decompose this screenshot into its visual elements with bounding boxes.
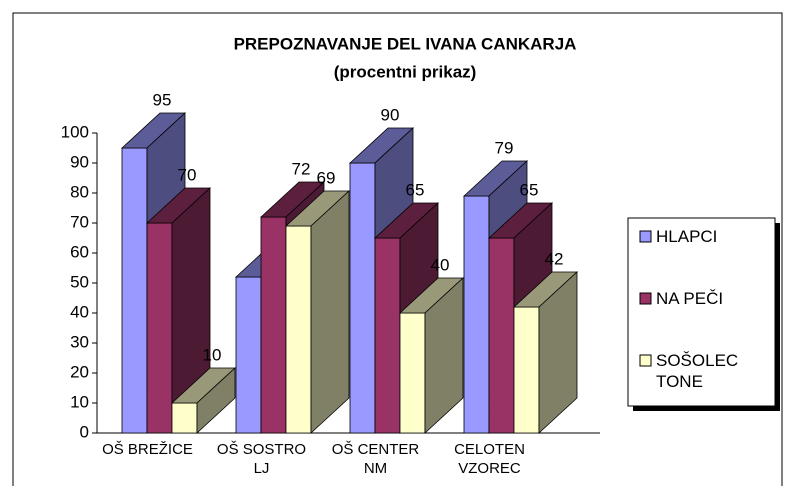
bar-front (235, 276, 262, 434)
bar (398, 277, 465, 434)
bar-front (374, 237, 401, 434)
bar-front (488, 237, 515, 434)
y-tick-label: 10 (70, 392, 89, 411)
chart-subtitle: (procentni prikaz) (334, 62, 477, 81)
data-label: 69 (317, 168, 336, 187)
data-label: 65 (406, 180, 425, 199)
y-tick-label: 60 (70, 242, 89, 261)
bar-front (121, 147, 148, 434)
y-tick-label: 80 (70, 182, 89, 201)
x-tick-label: OŠ BREŽICE (102, 441, 193, 458)
legend-label: NA PEČI (656, 289, 724, 308)
y-tick-label: 70 (70, 212, 89, 231)
bar (284, 190, 351, 434)
y-tick-label: 90 (70, 152, 89, 171)
bar-front (146, 222, 173, 434)
data-label: 42 (545, 249, 564, 268)
data-label: 70 (178, 165, 197, 184)
x-tick-label: OŠ SOSTRO LJ (216, 441, 307, 477)
y-tick-label: 100 (61, 122, 89, 141)
y-tick-label: 20 (70, 362, 89, 381)
y-tick-label: 30 (70, 332, 89, 351)
bar-front (399, 312, 426, 434)
bar-side (538, 271, 578, 434)
data-label: 79 (495, 138, 514, 157)
bar-front (260, 216, 287, 434)
x-tick-label: CELOTEN VZOREC (454, 441, 525, 477)
data-label: 90 (381, 105, 400, 124)
legend-label: HLAPCI (656, 227, 718, 246)
bar-front (513, 306, 540, 434)
bar-side (424, 277, 464, 434)
x-tick-label: OŠ CENTER NM (331, 441, 420, 477)
bar-front (285, 225, 312, 434)
bar (512, 271, 579, 434)
bar (170, 367, 237, 434)
y-tick-label: 40 (70, 302, 89, 321)
data-label: 95 (153, 90, 172, 109)
legend-swatch (639, 230, 652, 243)
bar-front (463, 195, 490, 434)
legend-swatch (639, 354, 652, 367)
legend-label: SOŠOLEC TONE (656, 351, 739, 391)
y-tick-label: 50 (70, 272, 89, 291)
legend-box (627, 217, 776, 407)
bar-side (196, 367, 236, 434)
bar-front (171, 402, 198, 434)
legend-swatch (639, 292, 652, 305)
y-tick-label: 0 (80, 422, 89, 441)
bar-front (349, 162, 376, 434)
chart-title: PREPOZNAVANJE DEL IVANA CANKARJA (234, 34, 577, 53)
data-label: 40 (431, 255, 450, 274)
data-label: 10 (203, 345, 222, 364)
data-label: 72 (292, 159, 311, 178)
bar (145, 187, 212, 434)
bar-side (310, 190, 350, 434)
data-label: 65 (520, 180, 539, 199)
